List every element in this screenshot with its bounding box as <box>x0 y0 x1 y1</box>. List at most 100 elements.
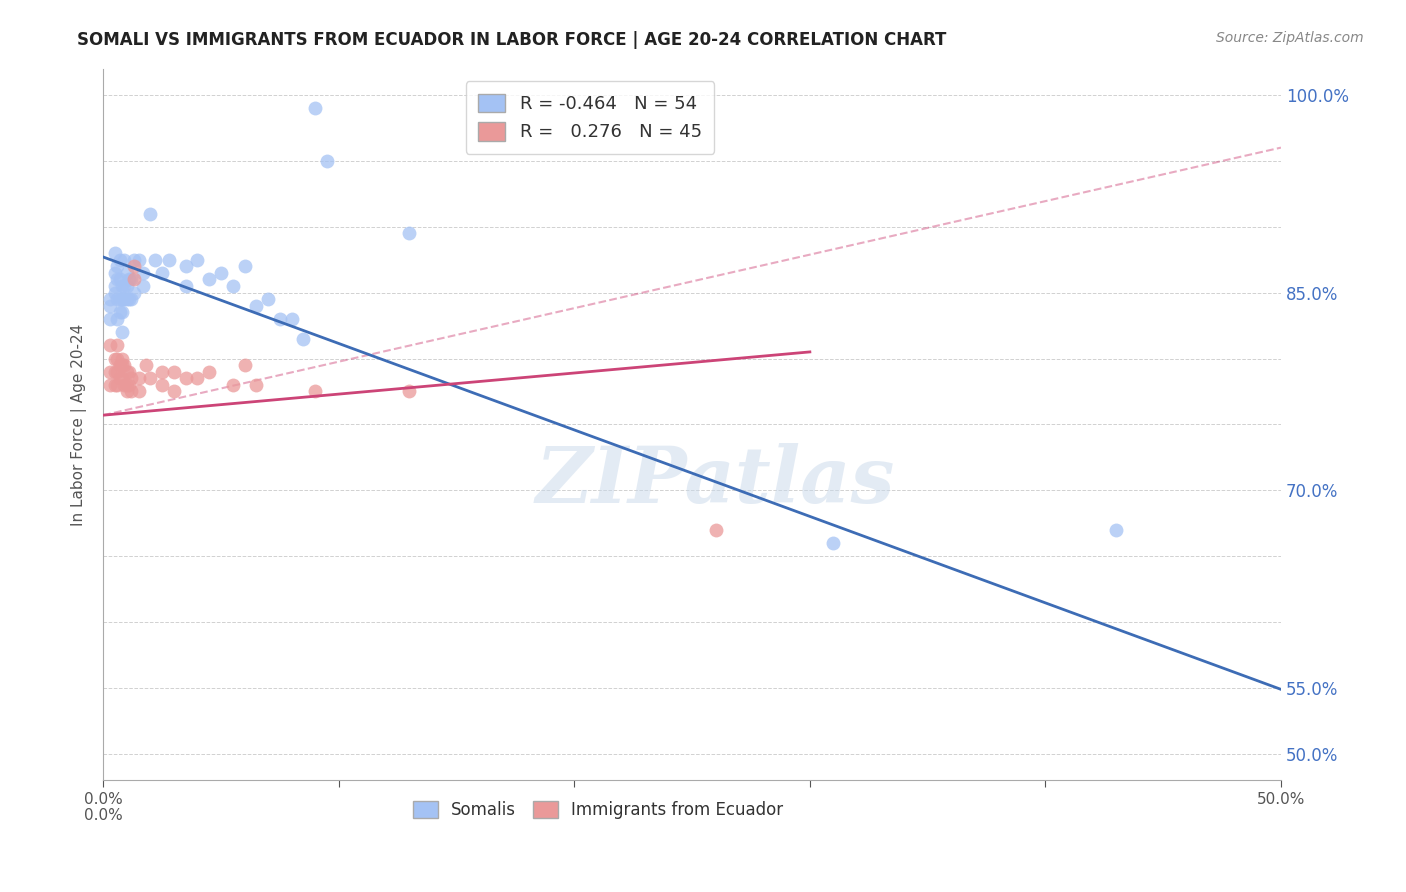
Point <box>105 338 128 352</box>
Point <box>112 279 135 293</box>
Point <box>163 365 186 379</box>
Point <box>398 384 420 399</box>
Point <box>245 377 267 392</box>
Point <box>98 377 121 392</box>
Point <box>108 252 131 267</box>
Point <box>186 252 208 267</box>
Point <box>115 384 138 399</box>
Point <box>108 358 131 372</box>
Point <box>115 365 138 379</box>
Point <box>121 384 143 399</box>
Point <box>132 266 155 280</box>
Point <box>121 371 143 385</box>
Point <box>105 377 128 392</box>
Point <box>704 523 727 537</box>
Point <box>174 371 197 385</box>
Point <box>108 371 131 385</box>
Point <box>122 252 145 267</box>
Point <box>118 365 141 379</box>
Point <box>198 272 221 286</box>
Point <box>150 365 173 379</box>
Point <box>105 259 128 273</box>
Point <box>222 279 245 293</box>
Point <box>257 292 280 306</box>
Point <box>122 285 145 300</box>
Point <box>222 377 245 392</box>
Point <box>269 312 291 326</box>
Point <box>98 292 121 306</box>
Point <box>1105 523 1128 537</box>
Point <box>139 206 162 220</box>
Point <box>122 272 145 286</box>
Point <box>121 272 143 286</box>
Point <box>292 332 315 346</box>
Y-axis label: In Labor Force | Age 20-24: In Labor Force | Age 20-24 <box>72 323 87 525</box>
Point <box>115 279 138 293</box>
Point <box>174 259 197 273</box>
Point <box>118 292 141 306</box>
Point <box>112 358 135 372</box>
Point <box>115 377 138 392</box>
Point <box>105 272 128 286</box>
Point <box>128 371 150 385</box>
Point <box>112 292 135 306</box>
Point <box>139 371 162 385</box>
Point <box>98 338 121 352</box>
Point <box>128 252 150 267</box>
Point <box>118 377 141 392</box>
Point <box>111 292 134 306</box>
Text: SOMALI VS IMMIGRANTS FROM ECUADOR IN LABOR FORCE | AGE 20-24 CORRELATION CHART: SOMALI VS IMMIGRANTS FROM ECUADOR IN LAB… <box>77 31 946 49</box>
Point <box>111 305 134 319</box>
Point <box>108 292 131 306</box>
Point <box>304 101 326 115</box>
Point <box>150 266 173 280</box>
Point <box>115 292 138 306</box>
Point <box>316 153 339 168</box>
Point <box>128 384 150 399</box>
Point <box>280 312 302 326</box>
Point <box>150 377 173 392</box>
Point <box>233 259 256 273</box>
Point <box>121 292 143 306</box>
Point <box>304 384 326 399</box>
Point <box>104 351 127 366</box>
Point <box>104 377 127 392</box>
Point <box>98 365 121 379</box>
Point <box>398 227 420 241</box>
Point <box>111 279 134 293</box>
Point <box>174 279 197 293</box>
Point <box>135 358 157 372</box>
Point <box>122 259 145 273</box>
Text: Source: ZipAtlas.com: Source: ZipAtlas.com <box>1216 31 1364 45</box>
Point <box>157 252 180 267</box>
Point <box>98 312 121 326</box>
Point <box>105 292 128 306</box>
Point <box>186 371 208 385</box>
Point <box>105 351 128 366</box>
Point <box>105 365 128 379</box>
Text: 0.0%: 0.0% <box>84 808 122 823</box>
Point <box>112 252 135 267</box>
Point <box>209 266 232 280</box>
Point <box>245 299 267 313</box>
Point <box>108 305 131 319</box>
Point <box>104 365 127 379</box>
Point <box>104 266 127 280</box>
Point <box>104 285 127 300</box>
Point <box>198 365 221 379</box>
Point <box>143 252 166 267</box>
Point <box>104 279 127 293</box>
Point <box>163 384 186 399</box>
Point <box>111 371 134 385</box>
Point <box>111 358 134 372</box>
Legend: Somalis, Immigrants from Ecuador: Somalis, Immigrants from Ecuador <box>406 794 790 825</box>
Point <box>111 325 134 339</box>
Point <box>823 536 845 550</box>
Point <box>111 351 134 366</box>
Point <box>105 312 128 326</box>
Point <box>118 272 141 286</box>
Point <box>108 272 131 286</box>
Text: ZIPatlas: ZIPatlas <box>536 443 896 520</box>
Point <box>104 246 127 260</box>
Point <box>233 358 256 372</box>
